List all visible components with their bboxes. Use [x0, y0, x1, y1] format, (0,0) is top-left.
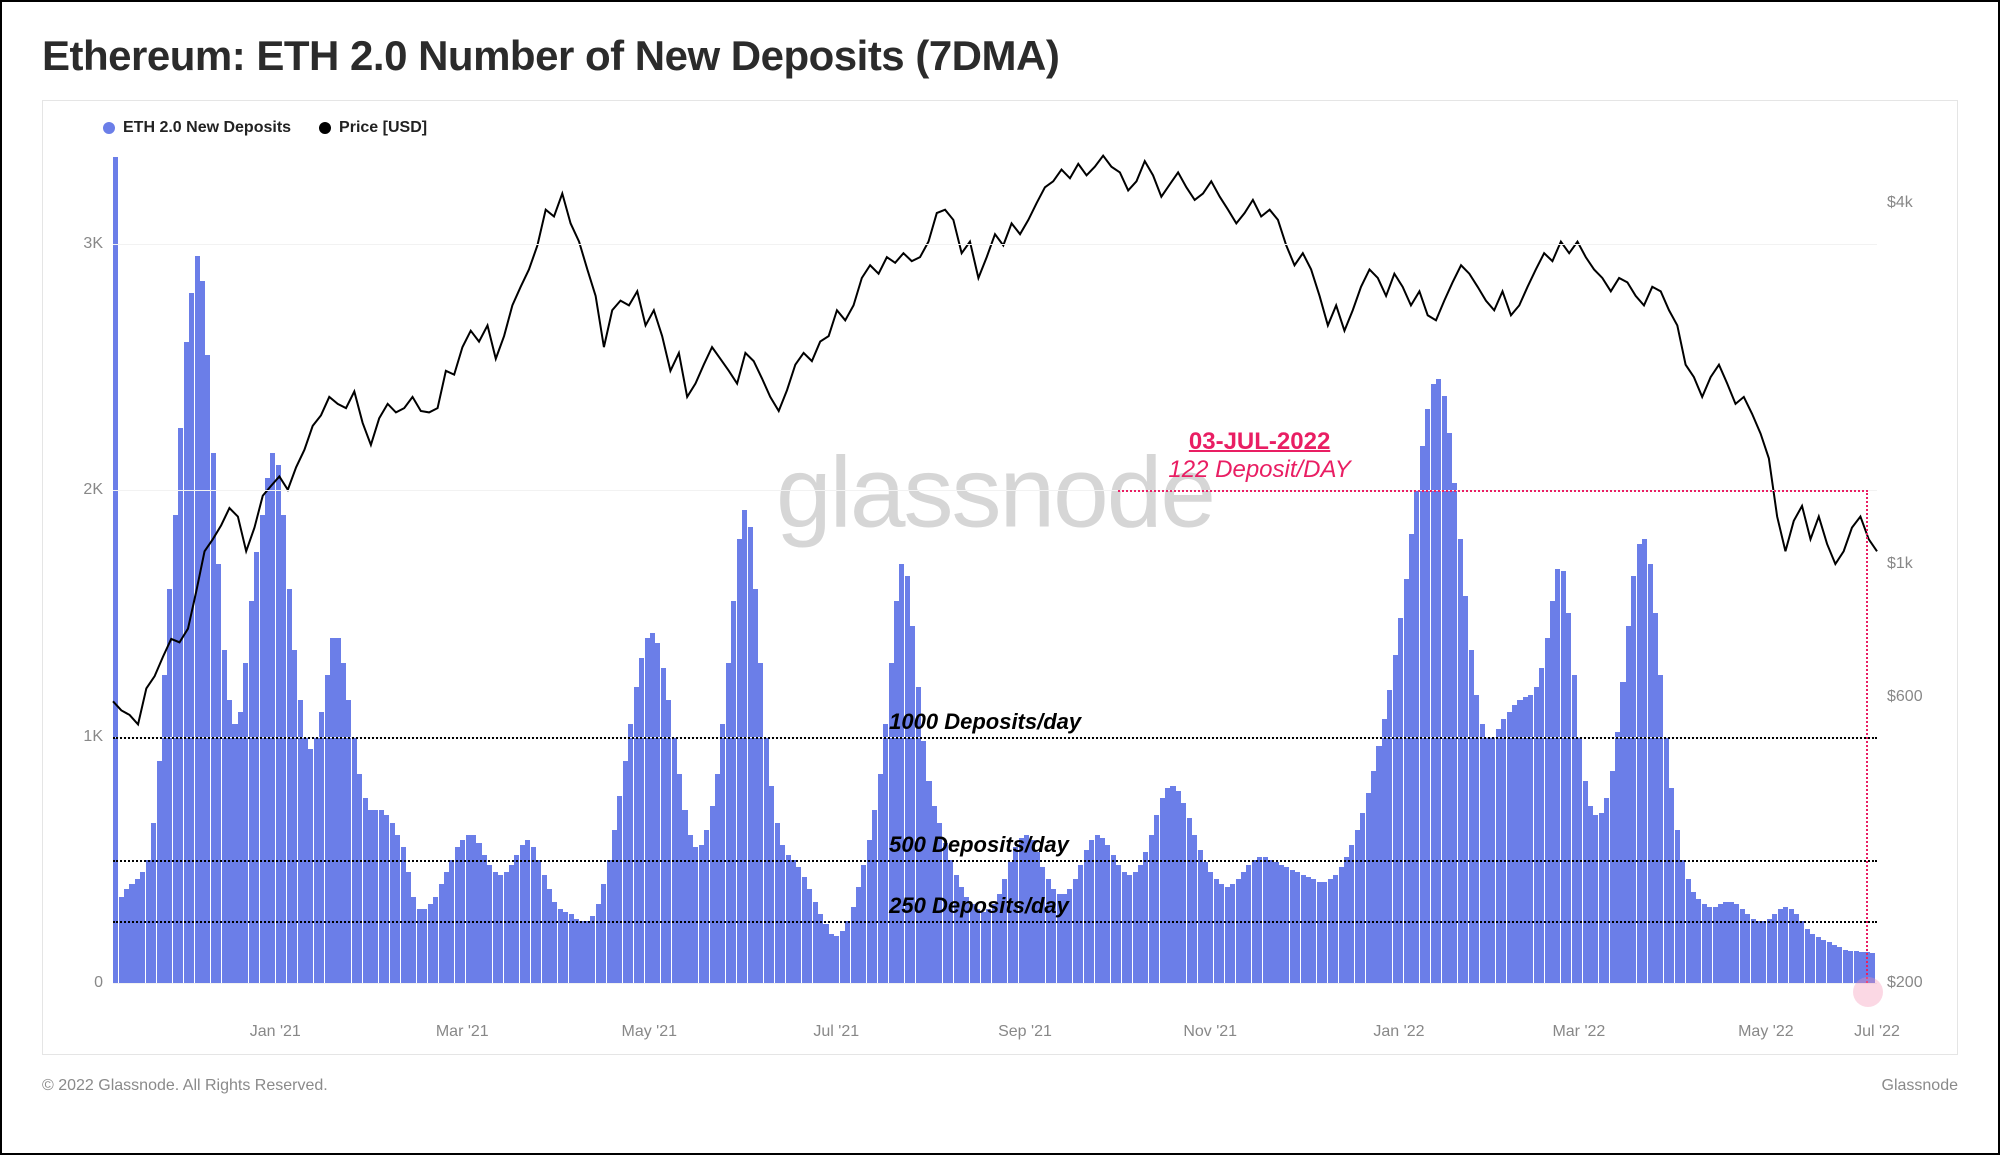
annotation-marker — [1853, 977, 1883, 1007]
legend-dot-price — [319, 122, 331, 134]
reference-line — [113, 860, 1877, 862]
x-tick: Sep '21 — [998, 1015, 1052, 1041]
reference-line — [113, 921, 1877, 923]
x-tick: Mar '21 — [436, 1015, 489, 1041]
x-tick: Jan '22 — [1373, 1015, 1424, 1041]
y-left-tick: 1K — [83, 728, 113, 746]
x-tick: May '21 — [621, 1015, 677, 1041]
reference-label: 500 Deposits/day — [889, 832, 1069, 860]
reference-line — [113, 737, 1877, 739]
legend-label-deposits: ETH 2.0 New Deposits — [123, 119, 291, 137]
y-left-tick: 3K — [83, 235, 113, 253]
brand-text: Glassnode — [1882, 1077, 1959, 1095]
reference-label: 250 Deposits/day — [889, 893, 1069, 921]
chart-title: Ethereum: ETH 2.0 Number of New Deposits… — [42, 32, 1958, 80]
copyright-text: © 2022 Glassnode. All Rights Reserved. — [42, 1077, 328, 1095]
y-left-tick: 0 — [94, 974, 113, 992]
legend-label-price: Price [USD] — [339, 119, 427, 137]
annotation-label: 03-JUL-2022122 Deposit/DAY — [1168, 428, 1350, 490]
x-tick: Mar '22 — [1552, 1015, 1605, 1041]
legend-dot-deposits — [103, 122, 115, 134]
legend-item-deposits: ETH 2.0 New Deposits — [103, 119, 291, 137]
reference-label: 1000 Deposits/day — [889, 709, 1081, 737]
legend-item-price: Price [USD] — [319, 119, 427, 137]
chart-panel: ETH 2.0 New Deposits Price [USD] glassno… — [42, 100, 1958, 1055]
x-tick: Jul '22 — [1854, 1015, 1900, 1041]
x-tick: May '22 — [1738, 1015, 1794, 1041]
annotation-date: 03-JUL-2022 — [1168, 428, 1350, 456]
x-tick: Jul '21 — [813, 1015, 859, 1041]
plot-area: glassnode 01K2K3K$200$600$1k$4kJan '21Ma… — [113, 145, 1877, 1015]
chart-legend: ETH 2.0 New Deposits Price [USD] — [103, 119, 1937, 137]
y-right-tick: $200 — [1877, 974, 1923, 992]
annotation-value: 122 Deposit/DAY — [1168, 456, 1350, 484]
y-right-tick: $1k — [1877, 555, 1913, 573]
y-left-tick: 2K — [83, 481, 113, 499]
chart-footer: © 2022 Glassnode. All Rights Reserved. G… — [42, 1077, 1958, 1095]
y-right-tick: $4k — [1877, 194, 1913, 212]
y-right-tick: $600 — [1877, 688, 1923, 706]
x-tick: Jan '21 — [250, 1015, 301, 1041]
x-tick: Nov '21 — [1183, 1015, 1237, 1041]
